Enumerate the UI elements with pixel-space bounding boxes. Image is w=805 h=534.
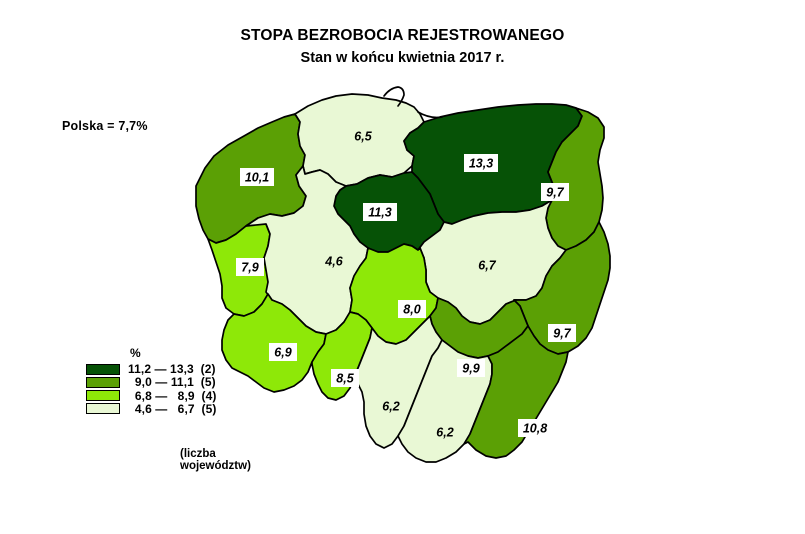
- page-title: STOPA BEZROBOCIA REJESTROWANEGO Stan w k…: [0, 26, 805, 68]
- region-value-label: 4,6: [324, 254, 343, 268]
- region-value-text: 9,7: [546, 185, 564, 199]
- legend-item[interactable]: 6,8 — 8,9 (4): [86, 388, 217, 403]
- region-value-text: 10,1: [245, 170, 269, 184]
- region-value-text: 6,2: [382, 399, 399, 413]
- regions-group: [195, 93, 611, 463]
- region-value-text: 13,3: [469, 156, 493, 170]
- region-value-label: 8,5: [331, 369, 359, 387]
- region-value-label: 9,9: [457, 359, 485, 377]
- region-value-label: 9,7: [548, 324, 576, 342]
- legend-item-label: 11,2 — 13,3 (2): [128, 362, 216, 377]
- label-background: [548, 324, 576, 342]
- region-labels-group: 10,1 6,5 13,3 9,7 11,3 7,9 4,6 6,7 8,0 9,7 6,9 8,5 9…: [236, 129, 576, 439]
- label-background: [240, 168, 274, 186]
- region-value-label: 10,1: [240, 168, 274, 186]
- region-value-text: 9,9: [462, 361, 479, 375]
- label-background: [457, 359, 485, 377]
- legend-item[interactable]: 4,6 — 6,7 (5): [86, 401, 217, 416]
- region-value-label: 6,5: [354, 129, 372, 143]
- region-value-text: 7,9: [241, 260, 258, 274]
- legend-item[interactable]: 9,0 — 11,1 (5): [86, 375, 217, 390]
- legend-color-swatch: [86, 403, 120, 415]
- region-value-text: 8,0: [403, 302, 420, 316]
- region-value-label: 6,2: [436, 425, 453, 439]
- legend-item-label: 6,8 — 8,9 (4): [128, 388, 217, 403]
- region-value-label: 11,3: [363, 203, 397, 221]
- label-background: [398, 300, 426, 318]
- region-value-label: 10,8: [518, 419, 552, 437]
- region-value-label: 8,0: [398, 300, 426, 318]
- region-value-label: 6,9: [269, 343, 297, 361]
- label-background: [363, 203, 397, 221]
- coastline-details: [383, 86, 443, 119]
- region-value-label: 13,3: [464, 154, 498, 172]
- legend-rows: 11,2 — 13,3 (2) 9,0 — 11,1 (5) 6,8 — 8,9…: [86, 362, 217, 416]
- region-value-text: 6,9: [274, 345, 291, 359]
- region-value-text: 6,2: [436, 425, 453, 439]
- legend-item-label: 9,0 — 11,1 (5): [128, 375, 216, 390]
- legend-color-swatch: [86, 376, 120, 388]
- legend: % 11,2 — 13,3 (2) 9,0 — 11,1 (5) 6,8 — 8…: [86, 346, 251, 472]
- region-value-text: 11,3: [368, 205, 391, 219]
- region-value-label: 6,7: [478, 258, 496, 272]
- legend-note: (liczba województw): [180, 448, 251, 472]
- region-value-text: 10,8: [523, 421, 547, 435]
- national-total-label: Polska = 7,7%: [62, 119, 148, 133]
- region-value-text: 9,7: [553, 326, 571, 340]
- label-background: [269, 343, 297, 361]
- region-value-text: 6,5: [354, 129, 372, 143]
- label-background: [518, 419, 552, 437]
- region-value-label: 9,7: [541, 183, 569, 201]
- region-value-text: 6,7: [478, 258, 496, 272]
- legend-color-swatch: [86, 363, 120, 375]
- region-value-label: 7,9: [236, 258, 264, 276]
- title-main: STOPA BEZROBOCIA REJESTROWANEGO: [240, 27, 565, 44]
- label-background: [464, 154, 498, 172]
- legend-color-swatch: [86, 390, 120, 402]
- label-background: [541, 183, 569, 201]
- legend-item-label: 4,6 — 6,7 (5): [128, 401, 217, 416]
- region-value-label: 6,2: [382, 399, 399, 413]
- label-background: [236, 258, 264, 276]
- legend-item[interactable]: 11,2 — 13,3 (2): [86, 362, 217, 377]
- region-value-text: 4,6: [324, 254, 343, 268]
- region-value-text: 8,5: [336, 371, 354, 385]
- label-background: [331, 369, 359, 387]
- title-subtitle: Stan w końcu kwietnia 2017 r.: [300, 50, 505, 66]
- legend-unit: %: [130, 346, 141, 360]
